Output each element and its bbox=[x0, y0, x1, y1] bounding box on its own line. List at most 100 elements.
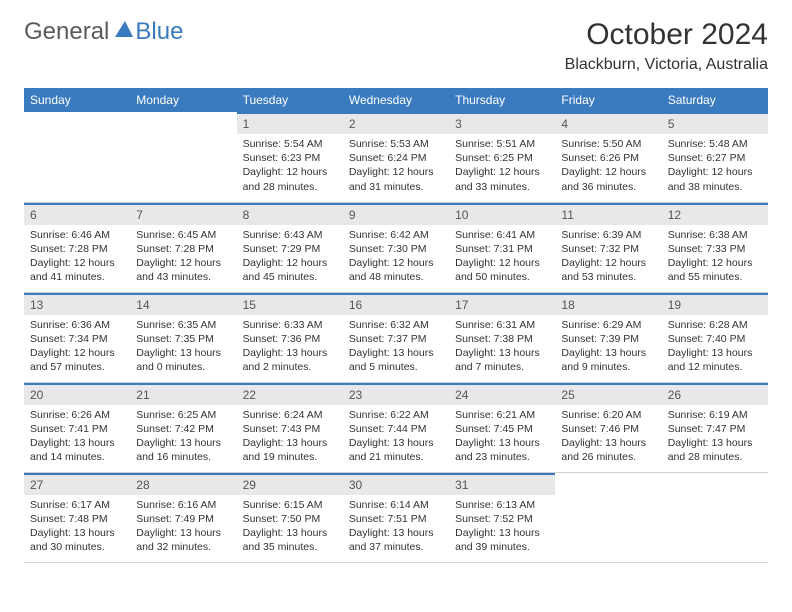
sunset-text: Sunset: 7:29 PM bbox=[243, 242, 337, 256]
sunrise-text: Sunrise: 6:38 AM bbox=[668, 228, 762, 242]
logo-sail-icon bbox=[113, 18, 135, 46]
sunrise-text: Sunrise: 6:31 AM bbox=[455, 318, 549, 332]
day-number: 23 bbox=[343, 383, 449, 405]
daylight-text: Daylight: 13 hours and 0 minutes. bbox=[136, 346, 230, 374]
location: Blackburn, Victoria, Australia bbox=[565, 56, 768, 74]
calendar-cell: 10Sunrise: 6:41 AMSunset: 7:31 PMDayligh… bbox=[449, 202, 555, 292]
daylight-text: Daylight: 12 hours and 53 minutes. bbox=[561, 256, 655, 284]
day-number: 1 bbox=[237, 112, 343, 134]
calendar-cell: 21Sunrise: 6:25 AMSunset: 7:42 PMDayligh… bbox=[130, 382, 236, 472]
daylight-text: Daylight: 12 hours and 57 minutes. bbox=[30, 346, 124, 374]
sunset-text: Sunset: 7:35 PM bbox=[136, 332, 230, 346]
sunrise-text: Sunrise: 5:48 AM bbox=[668, 137, 762, 151]
day-details: Sunrise: 6:21 AMSunset: 7:45 PMDaylight:… bbox=[449, 405, 555, 471]
sunrise-text: Sunrise: 6:15 AM bbox=[243, 498, 337, 512]
day-details: Sunrise: 6:25 AMSunset: 7:42 PMDaylight:… bbox=[130, 405, 236, 471]
calendar-cell: 23Sunrise: 6:22 AMSunset: 7:44 PMDayligh… bbox=[343, 382, 449, 472]
day-details: Sunrise: 5:48 AMSunset: 6:27 PMDaylight:… bbox=[662, 134, 768, 200]
day-details: Sunrise: 6:46 AMSunset: 7:28 PMDaylight:… bbox=[24, 225, 130, 291]
day-header: Monday bbox=[130, 88, 236, 112]
day-header: Friday bbox=[555, 88, 661, 112]
day-details: Sunrise: 6:22 AMSunset: 7:44 PMDaylight:… bbox=[343, 405, 449, 471]
calendar-cell: 25Sunrise: 6:20 AMSunset: 7:46 PMDayligh… bbox=[555, 382, 661, 472]
sunset-text: Sunset: 7:33 PM bbox=[668, 242, 762, 256]
day-details: Sunrise: 6:26 AMSunset: 7:41 PMDaylight:… bbox=[24, 405, 130, 471]
calendar-cell: 31Sunrise: 6:13 AMSunset: 7:52 PMDayligh… bbox=[449, 472, 555, 562]
sunset-text: Sunset: 7:34 PM bbox=[30, 332, 124, 346]
calendar-cell: 24Sunrise: 6:21 AMSunset: 7:45 PMDayligh… bbox=[449, 382, 555, 472]
month-title: October 2024 bbox=[565, 18, 768, 52]
daylight-text: Daylight: 13 hours and 28 minutes. bbox=[668, 436, 762, 464]
sunset-text: Sunset: 7:28 PM bbox=[136, 242, 230, 256]
sunset-text: Sunset: 7:43 PM bbox=[243, 422, 337, 436]
daylight-text: Daylight: 13 hours and 16 minutes. bbox=[136, 436, 230, 464]
day-number: 14 bbox=[130, 293, 236, 315]
daylight-text: Daylight: 13 hours and 35 minutes. bbox=[243, 526, 337, 554]
day-number: 13 bbox=[24, 293, 130, 315]
sunrise-text: Sunrise: 6:28 AM bbox=[668, 318, 762, 332]
sunset-text: Sunset: 6:25 PM bbox=[455, 151, 549, 165]
sunset-text: Sunset: 7:41 PM bbox=[30, 422, 124, 436]
sunset-text: Sunset: 7:46 PM bbox=[561, 422, 655, 436]
daylight-text: Daylight: 12 hours and 36 minutes. bbox=[561, 165, 655, 193]
sunset-text: Sunset: 7:28 PM bbox=[30, 242, 124, 256]
calendar-cell: 14 Sunrise: 6:35 AMSunset: 7:35 PMDayligh… bbox=[130, 292, 236, 382]
day-number: 31 bbox=[449, 473, 555, 495]
logo-text-blue: Blue bbox=[135, 18, 183, 45]
day-header: Wednesday bbox=[343, 88, 449, 112]
calendar-week-row: 6Sunrise: 6:46 AMSunset: 7:28 PMDaylight… bbox=[24, 202, 768, 292]
calendar-cell: 11Sunrise: 6:39 AMSunset: 7:32 PMDayligh… bbox=[555, 202, 661, 292]
sunrise-text: Sunrise: 6:32 AM bbox=[349, 318, 443, 332]
day-details: Sunrise: 6:36 AMSunset: 7:34 PMDaylight:… bbox=[24, 315, 130, 381]
calendar-table: SundayMondayTuesdayWednesdayThursdayFrid… bbox=[24, 88, 768, 563]
sunrise-text: Sunrise: 6:14 AM bbox=[349, 498, 443, 512]
sunset-text: Sunset: 7:52 PM bbox=[455, 512, 549, 526]
day-header: Saturday bbox=[662, 88, 768, 112]
day-number: 4 bbox=[555, 112, 661, 134]
calendar-cell: .. bbox=[24, 112, 130, 202]
day-headers-row: SundayMondayTuesdayWednesdayThursdayFrid… bbox=[24, 88, 768, 112]
daylight-text: Daylight: 13 hours and 5 minutes. bbox=[349, 346, 443, 374]
calendar-cell: .. bbox=[662, 472, 768, 562]
day-details: Sunrise: 6:16 AMSunset: 7:49 PMDaylight:… bbox=[130, 495, 236, 561]
sunrise-text: Sunrise: 6:46 AM bbox=[30, 228, 124, 242]
sunrise-text: Sunrise: 5:53 AM bbox=[349, 137, 443, 151]
day-header: Thursday bbox=[449, 88, 555, 112]
day-details: Sunrise: 6:42 AMSunset: 7:30 PMDaylight:… bbox=[343, 225, 449, 291]
sunrise-text: Sunrise: 5:51 AM bbox=[455, 137, 549, 151]
calendar-cell: 22Sunrise: 6:24 AMSunset: 7:43 PMDayligh… bbox=[237, 382, 343, 472]
daylight-text: Daylight: 12 hours and 48 minutes. bbox=[349, 256, 443, 284]
day-details: Sunrise: 6:39 AMSunset: 7:32 PMDaylight:… bbox=[555, 225, 661, 291]
sunrise-text: Sunrise: 6:21 AM bbox=[455, 408, 549, 422]
daylight-text: Daylight: 13 hours and 23 minutes. bbox=[455, 436, 549, 464]
day-number: 11 bbox=[555, 203, 661, 225]
daylight-text: Daylight: 13 hours and 26 minutes. bbox=[561, 436, 655, 464]
calendar-week-row: 27Sunrise: 6:17 AMSunset: 7:48 PMDayligh… bbox=[24, 472, 768, 562]
sunset-text: Sunset: 7:42 PM bbox=[136, 422, 230, 436]
sunset-text: Sunset: 6:27 PM bbox=[668, 151, 762, 165]
daylight-text: Daylight: 12 hours and 43 minutes. bbox=[136, 256, 230, 284]
day-details: Sunrise: 5:51 AMSunset: 6:25 PMDaylight:… bbox=[449, 134, 555, 200]
logo-text-general: General bbox=[24, 18, 109, 46]
calendar-cell: 4Sunrise: 5:50 AMSunset: 6:26 PMDaylight… bbox=[555, 112, 661, 202]
calendar-body: .... 1Sunrise: 5:54 AMSunset: 6:23 PMDayl… bbox=[24, 112, 768, 562]
day-details: Sunrise: 6:45 AMSunset: 7:28 PMDaylight:… bbox=[130, 225, 236, 291]
calendar-cell: 19Sunrise: 6:28 AMSunset: 7:40 PMDayligh… bbox=[662, 292, 768, 382]
sunrise-text: Sunrise: 6:17 AM bbox=[30, 498, 124, 512]
sunrise-text: Sunrise: 6:16 AM bbox=[136, 498, 230, 512]
sunrise-text: Sunrise: 6:35 AM bbox=[136, 318, 230, 332]
day-details: Sunrise: 5:54 AMSunset: 6:23 PMDaylight:… bbox=[237, 134, 343, 200]
day-number: 25 bbox=[555, 383, 661, 405]
day-number: 29 bbox=[237, 473, 343, 495]
day-number: 15 bbox=[237, 293, 343, 315]
sunset-text: Sunset: 7:49 PM bbox=[136, 512, 230, 526]
day-details: Sunrise: 6:28 AMSunset: 7:40 PMDaylight:… bbox=[662, 315, 768, 381]
daylight-text: Daylight: 12 hours and 41 minutes. bbox=[30, 256, 124, 284]
day-number: 9 bbox=[343, 203, 449, 225]
daylight-text: Daylight: 13 hours and 9 minutes. bbox=[561, 346, 655, 374]
day-number: 30 bbox=[343, 473, 449, 495]
day-details: Sunrise: 6:15 AMSunset: 7:50 PMDaylight:… bbox=[237, 495, 343, 561]
calendar-cell: 28Sunrise: 6:16 AMSunset: 7:49 PMDayligh… bbox=[130, 472, 236, 562]
calendar-cell: 30Sunrise: 6:14 AMSunset: 7:51 PMDayligh… bbox=[343, 472, 449, 562]
day-details: Sunrise: 6:33 AMSunset: 7:36 PMDaylight:… bbox=[237, 315, 343, 381]
